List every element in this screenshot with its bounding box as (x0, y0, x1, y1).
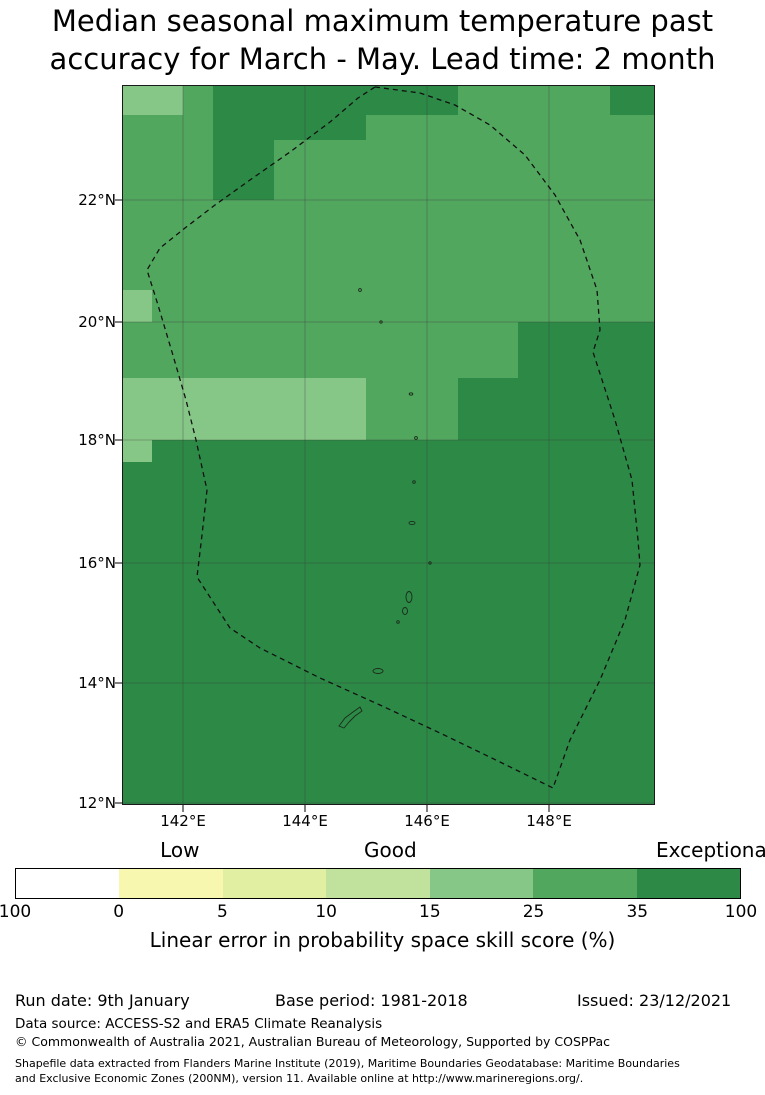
page-title: Median seasonal maximum temperature past… (0, 2, 765, 78)
map-frame (122, 85, 655, 805)
lat-tick-label: 18°N (78, 431, 116, 449)
lat-tick-label: 14°N (78, 674, 116, 692)
colorbar-tick: 35 (626, 902, 649, 922)
colorbar (15, 868, 741, 899)
colorbar-tick: 0 (113, 902, 125, 922)
lon-tick-label: 144°E (282, 812, 328, 830)
islands (338, 288, 432, 729)
issued-date: Issued: 23/12/2021 (577, 991, 732, 1010)
colorbar-quality-label-exceptional: Exceptional (656, 838, 765, 862)
data-source-note: Data source: ACCESS-S2 and ERA5 Climate … (15, 1016, 383, 1032)
colorbar-segment (636, 869, 740, 898)
lon-tick-label: 148°E (526, 812, 572, 830)
colorbar-axis-label: Linear error in probability space skill … (149, 928, 616, 952)
colorbar-segment (222, 869, 327, 898)
colorbar-segment (326, 869, 430, 898)
lon-tick-label: 146°E (404, 812, 450, 830)
axis-tick-marks (115, 199, 550, 812)
colorbar-tick: 100 (0, 902, 32, 922)
colorbar-tick-labels: 100 0 5 10 15 25 35 100 (0, 899, 757, 923)
colorbar-segment (16, 869, 120, 898)
lat-tick-label: 20°N (78, 313, 116, 331)
colorbar-tick: 15 (419, 902, 441, 922)
gridlines (122, 85, 655, 805)
colorbar-segment (119, 869, 223, 898)
lon-tick-label: 142°E (160, 812, 206, 830)
colorbar-tick: 10 (315, 902, 337, 922)
colorbar-segment (429, 869, 534, 898)
colorbar-segment (533, 869, 637, 898)
eez-boundary-line (146, 86, 641, 789)
lat-tick-label: 16°N (78, 554, 116, 572)
page-title-line-2: accuracy for March - May. Lead time: 2 m… (49, 42, 716, 76)
lat-tick-label: 12°N (78, 794, 116, 812)
colorbar-tick: 25 (522, 902, 545, 922)
skill-cells-dark (122, 85, 655, 805)
map-plot (115, 85, 655, 812)
colorbar-tick: 5 (217, 902, 228, 922)
colorbar-quality-label-low: Low (160, 838, 200, 862)
base-period: Base period: 1981-2018 (275, 991, 468, 1010)
colorbar-tick: 100 (724, 902, 758, 922)
colorbar-quality-label-good: Good (363, 838, 417, 862)
colorbar-section: Low Good Exceptional 100 0 5 10 15 25 35… (0, 838, 765, 922)
shapefile-note-line2: and Exclusive Economic Zones (200NM), ve… (15, 1072, 584, 1085)
lat-tick-label: 22°N (78, 191, 116, 209)
copyright-note: © Commonwealth of Australia 2021, Austra… (15, 1034, 610, 1049)
shapefile-note-line1: Shapefile data extracted from Flanders M… (15, 1057, 680, 1070)
map-canvas (115, 85, 655, 812)
run-date: Run date: 9th January (15, 991, 190, 1010)
page-title-line-1: Median seasonal maximum temperature past (51, 4, 714, 38)
skill-cells-light (122, 85, 366, 462)
